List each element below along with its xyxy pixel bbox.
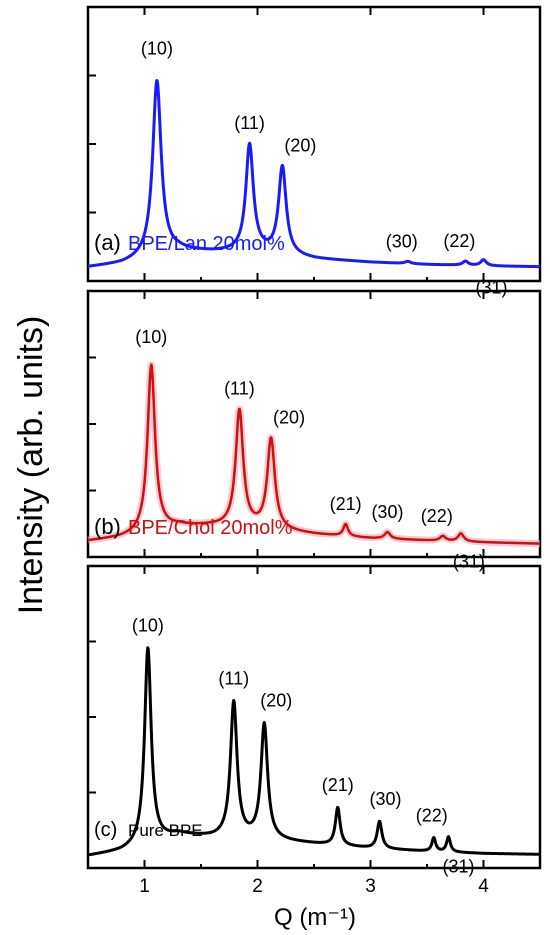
peak-label: (22) [416, 805, 448, 825]
peak-label: (21) [322, 775, 354, 795]
x-tick-label: 3 [365, 876, 376, 897]
x-tick-label: 4 [478, 876, 489, 897]
series-line [87, 646, 541, 857]
peak-label: (30) [386, 231, 418, 251]
x-axis-title: Q (m⁻¹) [274, 904, 356, 931]
panel-tag: (c) [94, 819, 117, 841]
peak-label: (22) [421, 506, 453, 526]
sample-label: Pure BPE [128, 821, 203, 840]
peak-label: (11) [218, 668, 249, 688]
peak-label: (21) [330, 494, 362, 514]
peak-label: (30) [371, 502, 403, 522]
peak-label: (10) [141, 38, 173, 58]
peak-label: (22) [443, 231, 475, 251]
panel-tag: (a) [94, 230, 121, 255]
peak-label: (31) [453, 551, 485, 571]
peak-label: (30) [370, 789, 402, 809]
peak-label: (20) [260, 691, 292, 711]
panel-c: (10) (11) (20) (21) (30) (22) (31) (c) Pure BPE [86, 564, 542, 877]
peak-label: (20) [273, 407, 305, 427]
peak-label: (10) [135, 327, 167, 347]
sample-label: BPE/Chol 20mol% [128, 517, 293, 539]
series-line [87, 78, 541, 269]
series-line [87, 363, 541, 545]
peak-label: (11) [234, 113, 265, 133]
peak-label: (31) [475, 278, 507, 298]
peak-label: (20) [284, 135, 316, 155]
peak-label: (10) [132, 616, 164, 636]
panel-a: (10) (11) (20) (30) (22) (31) (a) BPE/Lan 20mol… [86, 5, 542, 298]
x-tick-label: 1 [139, 876, 150, 897]
x-tick-label: 2 [252, 876, 263, 897]
peak-label: (11) [224, 379, 255, 399]
peak-label: (31) [442, 857, 474, 877]
y-axis-title: Intensity (arb. units) [12, 316, 50, 615]
panel-tag: (b) [94, 514, 121, 539]
panel-b: (10) (11) (20) (21) (30) (22) (31) (b) BPE/Chol … [85, 289, 543, 571]
sample-label: BPE/Lan 20mol% [128, 233, 285, 255]
